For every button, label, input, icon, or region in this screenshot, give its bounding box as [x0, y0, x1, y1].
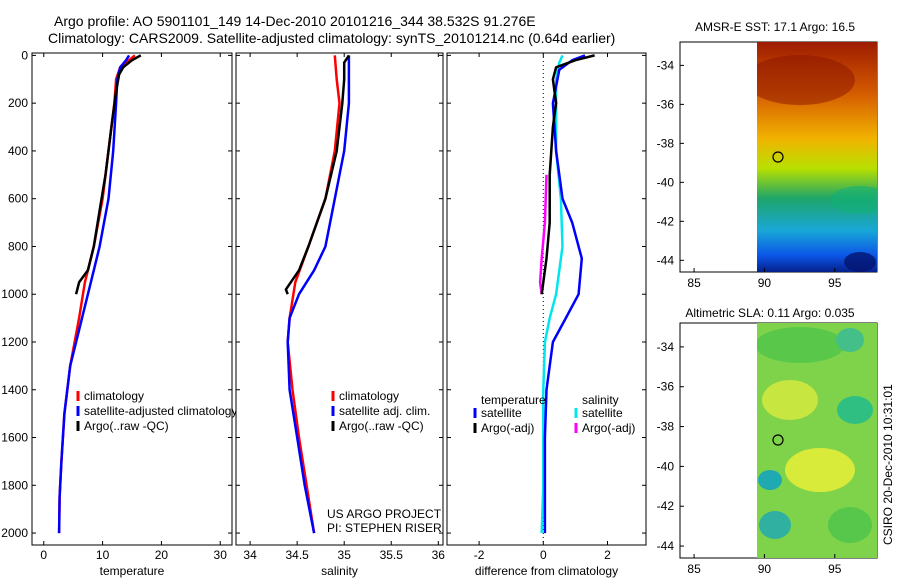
depth-tick-label: 1800	[1, 478, 28, 492]
temperature-xtick-label: 30	[214, 548, 228, 562]
side-timestamp: CSIRO 20-Dec-2010 10:31:01	[881, 384, 895, 545]
sst-argo-marker	[772, 151, 784, 163]
depth-tick-label: 1000	[1, 287, 28, 301]
sst-warm-patch	[757, 55, 855, 105]
depth-tick-label: 2000	[1, 526, 28, 540]
sla-patch-7	[828, 507, 872, 543]
diff-legend-label: satellite	[582, 406, 623, 420]
salinity-xtick-label: 36	[432, 548, 446, 562]
temperature-xtick-label: 10	[96, 548, 110, 562]
sst-map-xtick-label: 85	[687, 276, 701, 290]
sst-map-ytick-label: -42	[657, 214, 675, 228]
diff-legend-label: Argo(-adj)	[582, 421, 635, 435]
temperature-xtick-label: 0	[40, 548, 47, 562]
sla-patch-1	[757, 327, 845, 363]
temperature-plot-frame	[31, 52, 233, 546]
sla-map: Altimetric SLA: 0.11 Argo: 0.035 85 90 95 -…	[657, 306, 878, 576]
salinity-xtick-label: 34	[243, 548, 257, 562]
sla-map-ytick-label: -34	[657, 340, 675, 354]
difference-series-1	[540, 54, 595, 295]
sst-map-title: AMSR-E SST: 17.1 Argo: 16.5	[695, 20, 855, 34]
sla-map-xtick-label: 85	[687, 562, 701, 576]
temperature-legend-label: satellite-adjusted climatology	[84, 404, 237, 418]
temperature-panel: 0 10 20 30 temperature 0 200 400 600 800 1000 1200 1…	[1, 48, 237, 578]
sst-map-ytick-label: -40	[657, 175, 675, 189]
salinity-series-2	[284, 54, 350, 295]
diff-legend-label: satellite	[481, 406, 522, 420]
sla-map-title: Altimetric SLA: 0.11 Argo: 0.035	[685, 306, 855, 320]
sst-map-ytick-label: -36	[657, 97, 675, 111]
sla-patch-2	[836, 328, 864, 352]
sst-green-patch	[830, 186, 877, 214]
difference-xtick-label: 2	[604, 548, 611, 562]
sla-patch-8	[758, 470, 782, 490]
sst-map-ytick-label: -38	[657, 136, 675, 150]
sst-cold-patch	[844, 252, 876, 272]
salinity-xtick-label: 34.5	[285, 548, 309, 562]
difference-xlabel: difference from climatology	[475, 564, 618, 578]
depth-tick-label: 1200	[1, 335, 28, 349]
depth-tick-label: 200	[8, 96, 28, 110]
difference-panel: -2 0 2 difference from climatology temperatu…	[446, 52, 647, 578]
sla-map-xtick-label: 95	[828, 562, 842, 576]
sla-patch-4	[837, 396, 873, 424]
depth-tick-label: 400	[8, 144, 28, 158]
salinity-panel: 34 34.5 35 35.5 36 salinity climatologysatelli…	[235, 52, 446, 578]
difference-plot-frame	[446, 52, 647, 546]
salinity-xtick-label: 35	[338, 548, 352, 562]
sla-argo-marker	[772, 434, 784, 446]
difference-series-3	[538, 174, 548, 295]
sst-map: AMSR-E SST: 17.1 Argo: 16.5 85 90 95 -34 -36…	[657, 20, 878, 290]
depth-tick-label: 1400	[1, 383, 28, 397]
sst-map-ytick-label: -44	[657, 253, 675, 267]
salinity-legend-label: Argo(..raw -QC)	[339, 419, 424, 433]
temperature-series-2	[74, 54, 142, 295]
figure-title-line1: Argo profile: AO 5901101_149 14-Dec-2010…	[54, 13, 536, 29]
sla-map-ytick-label: -36	[657, 380, 675, 394]
difference-xtick-label: -2	[474, 548, 485, 562]
salinity-series-0	[286, 55, 341, 534]
difference-series-0	[543, 54, 586, 534]
diff-legend-label: Argo(-adj)	[481, 421, 534, 435]
sst-map-xtick-label: 95	[828, 276, 842, 290]
sla-map-xtick-label: 90	[758, 562, 772, 576]
sla-map-ytick-label: -40	[657, 459, 675, 473]
project-label-line1: US ARGO PROJECT	[327, 507, 442, 521]
salinity-xtick-label: 35.5	[380, 548, 404, 562]
depth-tick-label: 600	[8, 192, 28, 206]
depth-tick-label: 1600	[1, 431, 28, 445]
temperature-xtick-label: 20	[155, 548, 169, 562]
temperature-legend-label: climatology	[84, 389, 144, 403]
sla-patch-6	[759, 511, 791, 539]
sla-patch-3	[762, 380, 818, 420]
sla-map-ytick-label: -42	[657, 499, 675, 513]
salinity-xlabel: salinity	[321, 564, 358, 578]
temperature-legend-label: Argo(..raw -QC)	[84, 419, 169, 433]
sst-map-ytick-label: -34	[657, 58, 675, 72]
depth-tick-label: 800	[8, 239, 28, 253]
temperature-xlabel: temperature	[100, 564, 165, 578]
sla-patch-5	[785, 448, 855, 492]
diff-legend-title-temperature: temperature	[481, 393, 546, 407]
salinity-legend-label: satellite adj. clim.	[339, 404, 430, 418]
project-label-line2: PI: STEPHEN RISER	[327, 521, 442, 535]
salinity-legend-label: climatology	[339, 389, 399, 403]
sla-map-ytick-label: -38	[657, 420, 675, 434]
sla-map-ytick-label: -44	[657, 539, 675, 553]
diff-legend-title-salinity: salinity	[582, 393, 619, 407]
difference-xtick-label: 0	[540, 548, 547, 562]
depth-tick-label: 0	[21, 48, 28, 62]
sst-map-xtick-label: 90	[758, 276, 772, 290]
salinity-series-1	[286, 55, 351, 534]
figure-title-line2: Climatology: CARS2009. Satellite-adjuste…	[48, 30, 615, 46]
